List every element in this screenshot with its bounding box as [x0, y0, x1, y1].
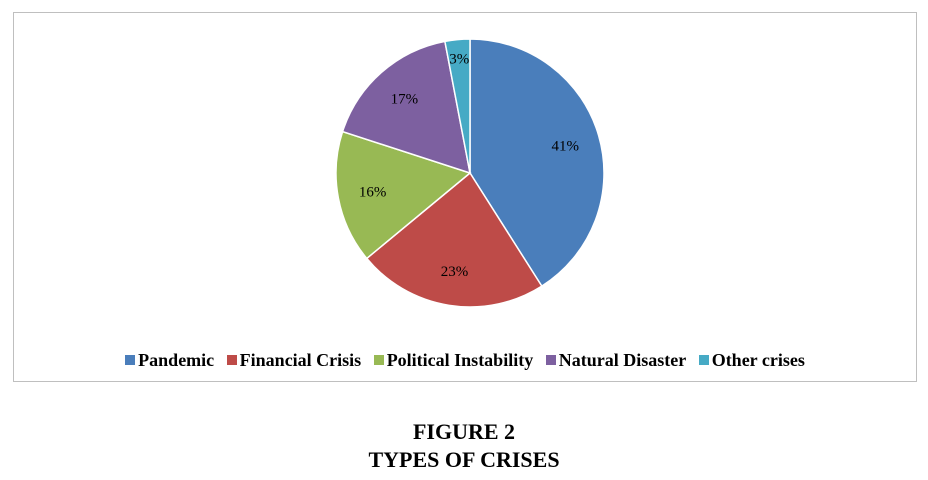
legend-label-financial-crisis: Financial Crisis [239, 350, 362, 370]
chart-frame: 41% 23% 16% 17% 3% Pandemic Financial Crisis… [13, 12, 917, 382]
pie-slice-other-crises [444, 38, 471, 174]
legend-swatch-other-crises [698, 355, 709, 365]
figure-title: TYPES OF CRISES [368, 447, 560, 472]
data-label-political-instability: 16% [359, 185, 387, 201]
pie-slice-financial-crisis [365, 171, 543, 308]
pie-slice-political-instability [335, 130, 472, 260]
legend-label-pandemic: Pandemic [138, 350, 215, 370]
legend-label-natural-disaster: Natural Disaster [558, 350, 687, 370]
legend-item-political-instability: Political Instability [373, 350, 534, 371]
pie-chart: 41% 23% 16% 17% 3% [335, 38, 605, 308]
legend-item-pandemic: Pandemic [125, 350, 214, 371]
legend-item-natural-disaster: Natural Disaster [545, 350, 687, 371]
legend-label-political-instability: Political Instability [386, 350, 534, 370]
pie-slice-pandemic [469, 38, 605, 288]
data-label-other-crises: 3% [449, 51, 469, 67]
legend-label-other-crises: Other crises [711, 350, 805, 370]
legend-swatch-political-instability [373, 355, 384, 365]
chart-legend: Pandemic Financial Crisis Political Inst… [14, 350, 916, 371]
legend-swatch-financial-crisis [226, 355, 237, 365]
legend-item-other-crises: Other crises [698, 350, 805, 371]
legend-swatch-pandemic [125, 355, 136, 365]
data-label-financial-crisis: 23% [441, 264, 469, 280]
figure-number: FIGURE 2 [412, 419, 516, 444]
legend-item-financial-crisis: Financial Crisis [226, 350, 362, 371]
data-label-pandemic: 41% [551, 138, 579, 154]
data-label-natural-disaster: 17% [391, 92, 419, 108]
legend-swatch-natural-disaster [545, 355, 556, 365]
pie-slice-natural-disaster [341, 40, 471, 175]
